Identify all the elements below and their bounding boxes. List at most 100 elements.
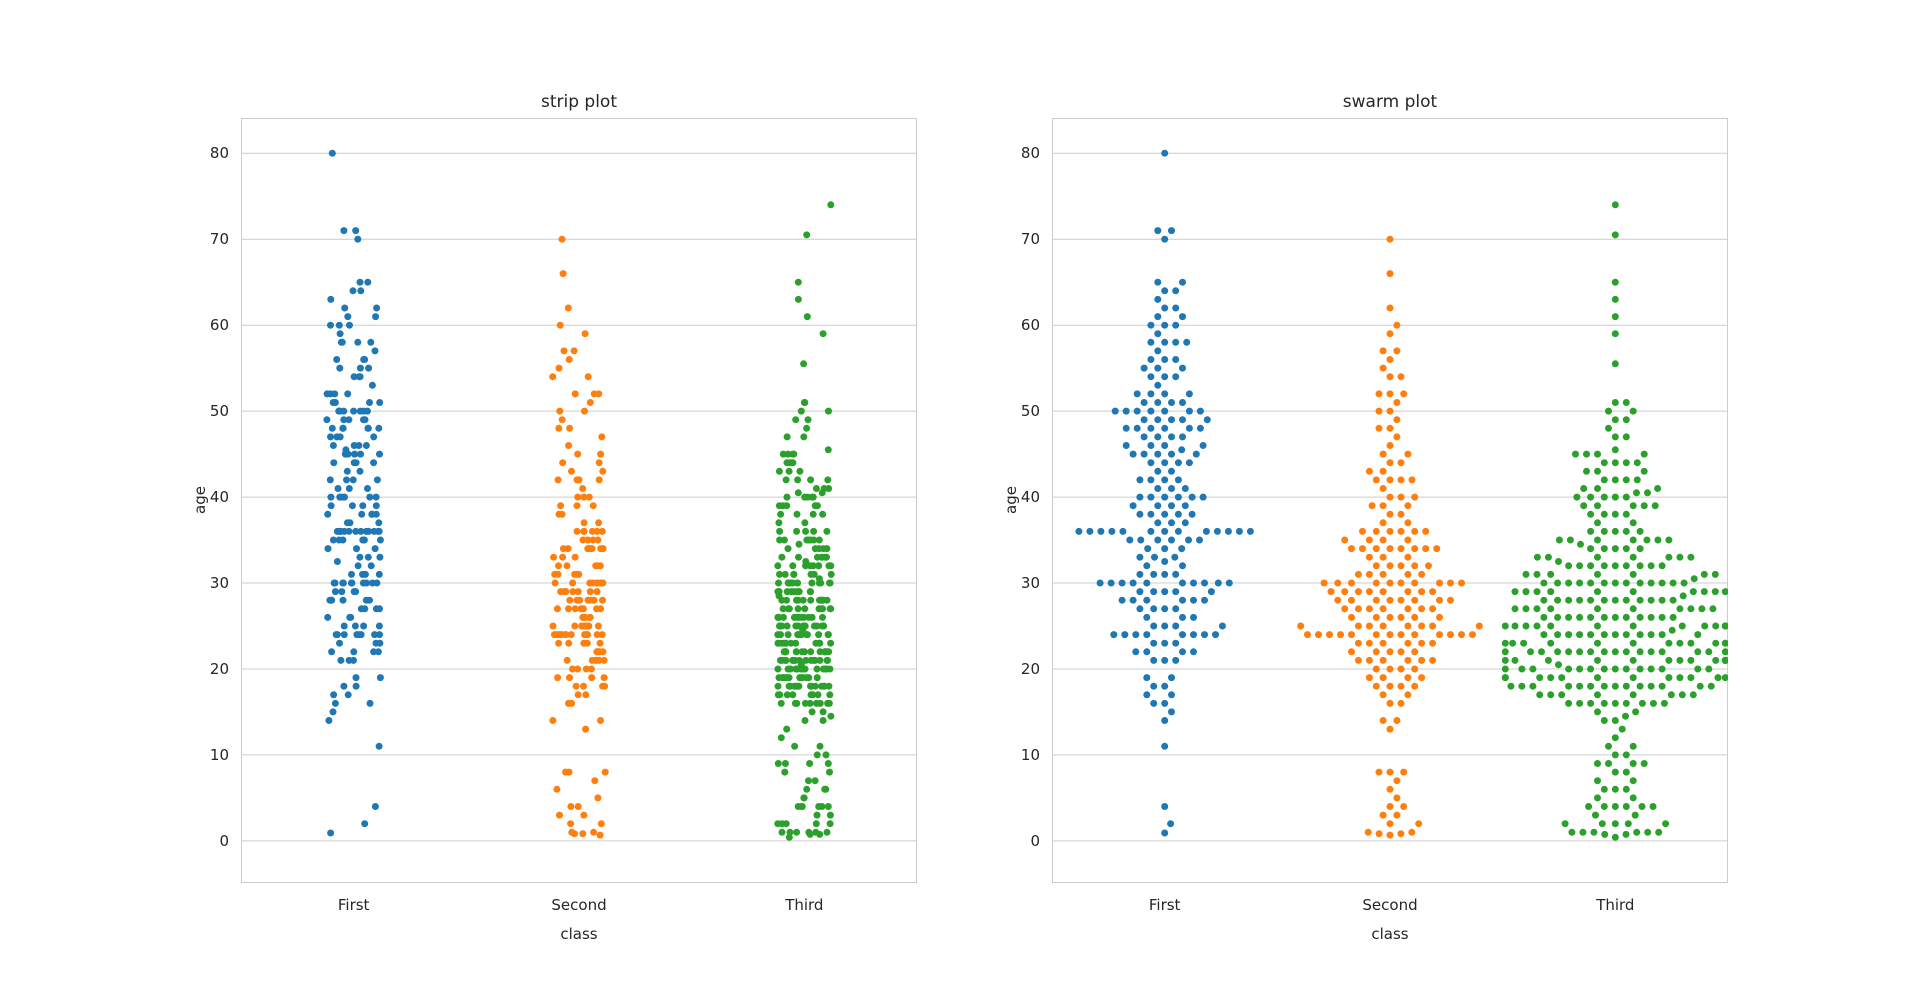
- strip-data-point-second: [579, 605, 587, 613]
- strip-data-point-second: [593, 579, 601, 587]
- strip-data-point-third: [805, 536, 812, 544]
- strip-data-point-second: [559, 270, 567, 278]
- swarm-data-point-third: [1565, 613, 1573, 621]
- strip-data-point-first: [339, 536, 347, 544]
- swarm-data-point-first: [1137, 536, 1145, 544]
- swarm-data-point-third: [1721, 588, 1728, 596]
- swarm-data-point-first: [1201, 579, 1208, 587]
- swarm-data-point-second: [1397, 510, 1405, 518]
- swarm-data-point-third: [1694, 648, 1702, 656]
- strip-data-point-second: [574, 665, 582, 673]
- swarm-data-point-second: [1411, 648, 1419, 656]
- swarm-data-point-third: [1658, 613, 1666, 621]
- strip-data-point-third: [826, 691, 834, 699]
- swarm-data-point-third: [1678, 691, 1686, 699]
- strip-data-point-third: [775, 467, 783, 475]
- swarm-data-point-third: [1522, 588, 1530, 596]
- swarm-data-point-second: [1365, 536, 1373, 544]
- swarm-data-point-second: [1365, 553, 1373, 561]
- swarm-data-point-third: [1665, 553, 1673, 561]
- strip-data-point-first: [355, 373, 363, 381]
- swarm-data-point-third: [1547, 639, 1555, 647]
- swarm-data-point-first: [1147, 442, 1155, 449]
- swarm-data-point-third: [1576, 665, 1584, 673]
- swarm-data-point-second: [1393, 777, 1401, 785]
- swarm-data-point-second: [1436, 596, 1443, 604]
- strip-data-point-third: [779, 605, 787, 613]
- strip-data-point-first: [335, 527, 343, 535]
- swarm-data-point-second: [1341, 588, 1349, 596]
- strip-data-point-third: [822, 751, 830, 759]
- strip-data-point-third: [776, 656, 784, 664]
- swarm-data-point-third: [1611, 313, 1619, 321]
- swarm-data-point-first: [1179, 364, 1186, 372]
- swarm-data-point-second: [1386, 665, 1394, 673]
- swarm-data-point-third: [1690, 575, 1698, 583]
- swarm-data-point-second: [1393, 347, 1401, 355]
- swarm-data-point-third: [1647, 613, 1655, 621]
- strip-data-point-third: [823, 828, 831, 836]
- strip-data-point-third: [805, 828, 813, 836]
- swarm-data-point-second: [1393, 433, 1401, 441]
- swarm-data-point-third: [1554, 648, 1562, 656]
- swarm-data-point-third: [1633, 476, 1641, 484]
- strip-data-point-second: [597, 450, 605, 458]
- swarm-data-point-first: [1202, 527, 1210, 535]
- strip-data-point-third: [774, 562, 782, 570]
- strip-data-point-third: [797, 407, 805, 415]
- swarm-data-point-second: [1404, 622, 1412, 630]
- strip-data-point-first: [329, 442, 337, 449]
- strip-data-point-first: [352, 527, 360, 535]
- swarm-data-point-third: [1658, 562, 1666, 570]
- strip-data-point-first: [360, 622, 368, 630]
- strip-data-point-second: [568, 467, 575, 475]
- swarm-data-point-third: [1594, 794, 1601, 802]
- swarm-data-point-third: [1633, 489, 1640, 497]
- strip-data-point-first: [327, 321, 334, 329]
- swarm-data-point-third: [1721, 648, 1728, 656]
- strip-data-point-third: [798, 613, 806, 621]
- swarm-data-point-first: [1179, 278, 1186, 286]
- strip-data-point-third: [783, 493, 791, 501]
- strip-data-point-first: [333, 356, 341, 363]
- swarm-data-point-second: [1379, 450, 1387, 458]
- swarm-data-point-third: [1600, 699, 1608, 707]
- strip-data-point-third: [821, 553, 829, 561]
- swarm-data-point-third: [1611, 399, 1619, 406]
- swarm-data-point-third: [1544, 656, 1552, 664]
- strip-data-point-first: [343, 467, 351, 475]
- swarm-data-point-third: [1611, 768, 1619, 776]
- swarm-data-point-first: [1144, 545, 1152, 553]
- swarm-data-point-third: [1544, 553, 1552, 561]
- strip-data-point-first: [334, 485, 342, 492]
- swarm-data-point-second: [1386, 682, 1394, 690]
- swarm-data-point-second: [1375, 407, 1383, 415]
- swarm-data-point-third: [1594, 467, 1601, 475]
- strip-data-point-second: [597, 545, 605, 553]
- swarm-data-point-first: [1172, 588, 1180, 596]
- swarm-data-point-first: [1179, 416, 1186, 424]
- swarm-data-point-first: [1154, 433, 1162, 441]
- swarm-data-point-second: [1386, 493, 1394, 501]
- swarm-data-point-third: [1598, 820, 1606, 828]
- strip-data-point-first: [351, 450, 359, 458]
- strip-data-point-second: [567, 820, 575, 828]
- strip-data-point-second: [579, 536, 587, 544]
- strip-data-point-first: [343, 476, 350, 484]
- swarm-data-point-second: [1379, 364, 1387, 372]
- swarm-data-point-third: [1522, 605, 1530, 613]
- swarm-data-point-third: [1600, 682, 1608, 690]
- swarm-data-point-third: [1611, 446, 1619, 454]
- swarm-data-point-first: [1168, 674, 1175, 682]
- strip-data-point-first: [361, 605, 369, 613]
- swarm-data-point-second: [1418, 674, 1426, 682]
- strip-data-point-first: [357, 287, 365, 295]
- strip-data-point-first: [344, 691, 352, 699]
- strip-data-point-second: [580, 527, 588, 535]
- swarm-data-point-third: [1658, 631, 1666, 639]
- strip-data-point-first: [359, 570, 366, 578]
- swarm-data-point-first: [1235, 527, 1243, 535]
- strip-data-point-second: [598, 527, 606, 535]
- strip-data-point-first: [350, 373, 358, 381]
- swarm-data-point-second: [1404, 605, 1412, 613]
